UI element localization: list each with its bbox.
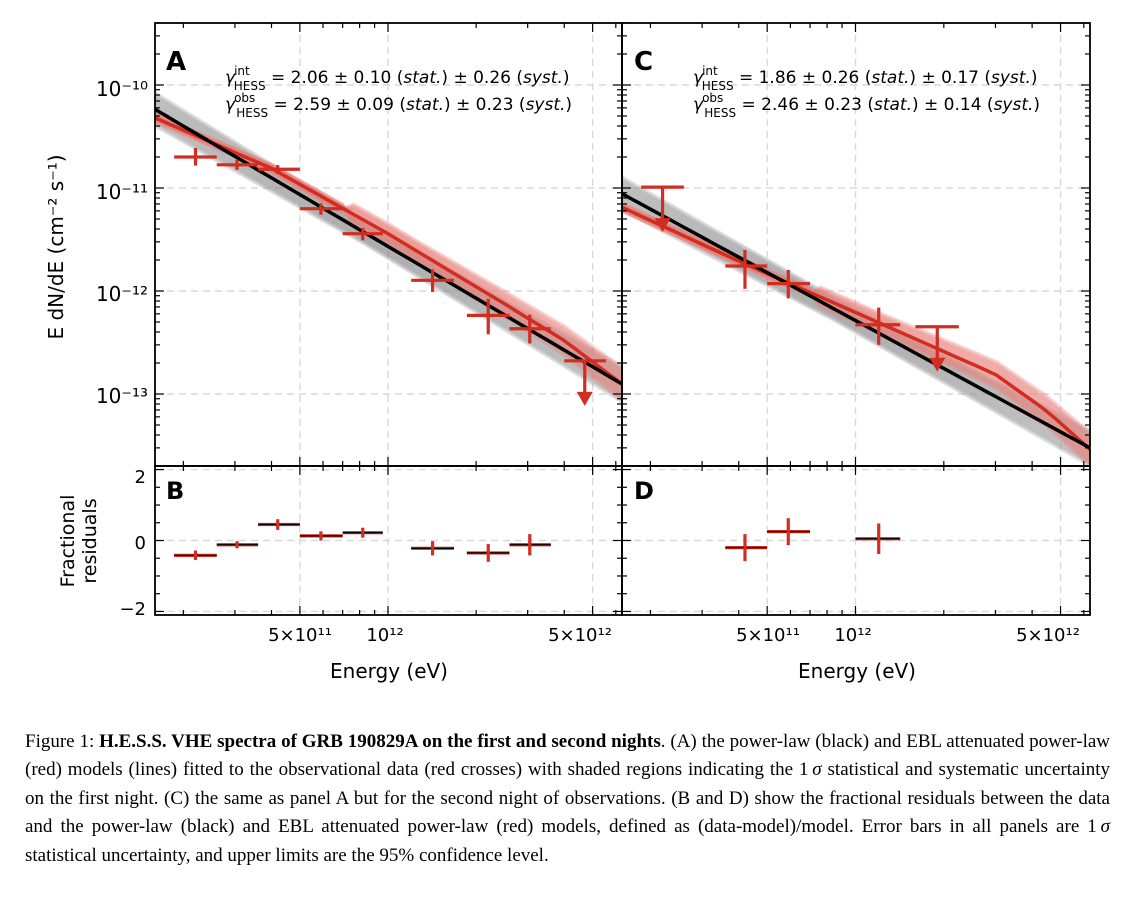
x-tick-label: 5×10¹¹	[268, 625, 332, 646]
y-tick-label: 2	[135, 467, 146, 488]
data-point	[342, 527, 383, 538]
x-tick-label: 10¹²	[834, 625, 871, 646]
data-point	[855, 523, 901, 554]
figure-canvas: 10⁻¹⁰ 10⁻¹¹ 10⁻¹² 10⁻¹³ 2 0 −2 5×10¹¹ 10…	[44, 22, 1091, 683]
x-tick-labels-left: 5×10¹¹ 10¹² 5×10¹²	[268, 625, 612, 646]
ebl-band-trace	[622, 208, 1090, 436]
axis-ticks	[155, 22, 1090, 615]
data-point	[342, 227, 383, 241]
y-tick-label: 10⁻¹³	[96, 384, 148, 408]
power-law-band-trace	[622, 176, 1090, 434]
power-law-band-trace	[622, 204, 1090, 465]
y-tick-label: 10⁻¹⁰	[96, 77, 148, 101]
panel-label-c: C	[634, 47, 653, 77]
model-group	[622, 192, 1090, 451]
caption-prefix: Figure 1:	[25, 731, 100, 752]
power-law-line	[155, 107, 622, 386]
y-tick-labels-top: 10⁻¹⁰ 10⁻¹¹ 10⁻¹² 10⁻¹³	[96, 77, 148, 408]
upper-limit-arrow	[929, 357, 946, 372]
y-tick-label: −2	[119, 599, 146, 620]
data-point	[466, 544, 510, 562]
grid-lines	[155, 23, 1090, 615]
upper-limit-arrow	[576, 391, 593, 406]
data-point	[767, 269, 811, 299]
model-group	[155, 107, 622, 386]
caption-title: H.E.S.S. VHE spectra of GRB 190829A on t…	[99, 731, 661, 752]
gamma-obs-c: γobs HESS = 2.46 ± 0.23 (stat.) ± 0.14 (s…	[693, 91, 1040, 120]
power-law-band-trace	[155, 113, 622, 393]
x-tick-label: 5×10¹¹	[736, 625, 800, 646]
annotation-a: γint HESS = 2.06 ± 0.10 (stat.) ± 0.26 (s…	[225, 64, 572, 120]
y-axis-label-bottom-line1: Fractional	[57, 495, 79, 588]
power-law-band-trace	[622, 185, 1090, 444]
data-point	[855, 307, 901, 345]
gamma-int-a: γint HESS = 2.06 ± 0.10 (stat.) ± 0.26 (s…	[225, 64, 569, 93]
data-point	[174, 147, 217, 166]
data-point	[216, 159, 259, 170]
data-point	[299, 531, 343, 541]
data-points	[174, 147, 959, 562]
x-tick-labels-right: 5×10¹¹ 10¹² 5×10¹²	[736, 625, 1080, 646]
x-tick-label: 10¹²	[366, 625, 403, 646]
power-law-band-trace	[622, 202, 1090, 462]
data-point	[174, 550, 217, 561]
y-axis-label-top: E dN/dE (cm⁻² s⁻¹)	[44, 154, 68, 339]
upper-limit-marker	[564, 359, 606, 406]
y-tick-labels-bottom: 2 0 −2	[119, 467, 146, 620]
power-law-band-trace	[155, 122, 622, 403]
data-point	[411, 541, 454, 556]
panel-label-b: B	[166, 477, 184, 505]
x-tick-label: 5×10¹²	[548, 625, 612, 646]
power-law-band-trace	[622, 188, 1090, 447]
power-law-band-trace	[155, 120, 622, 401]
caption-sigma: σ	[1100, 816, 1110, 838]
caption-sigma: σ	[812, 759, 822, 781]
gamma-int-c: γint HESS = 1.86 ± 0.26 (stat.) ± 0.17 (s…	[693, 64, 1037, 93]
panel-label-a: A	[166, 47, 186, 77]
power-law-band-trace	[155, 110, 622, 391]
y-tick-label: 10⁻¹²	[96, 282, 148, 306]
upper-limit-marker	[641, 185, 684, 233]
power-law-band-trace	[155, 115, 622, 396]
figure: 10⁻¹⁰ 10⁻¹¹ 10⁻¹² 10⁻¹³ 2 0 −2 5×10¹¹ 10…	[44, 22, 1091, 683]
gamma-obs-a: γobs HESS = 2.59 ± 0.09 (stat.) ± 0.23 (s…	[225, 91, 572, 120]
data-point	[258, 519, 300, 530]
data-point	[509, 314, 551, 344]
data-point	[466, 298, 510, 335]
power-law-band-trace	[155, 94, 622, 373]
caption-text-2: statistical and systematic uncertainty o…	[25, 759, 1111, 838]
data-point	[299, 203, 343, 215]
power-law-band-trace	[622, 206, 1090, 466]
panel-label-d: D	[634, 477, 654, 505]
upper-limit-arrow	[654, 218, 671, 233]
y-tick-label: 10⁻¹¹	[96, 180, 148, 204]
data-point	[258, 165, 300, 174]
power-law-line	[622, 192, 1090, 450]
data-point	[725, 250, 768, 289]
annotation-c: γint HESS = 1.86 ± 0.26 (stat.) ± 0.17 (s…	[693, 64, 1040, 120]
x-axis-label: Energy (eV)	[330, 659, 448, 683]
x-tick-label: 5×10¹²	[1016, 625, 1080, 646]
data-point	[725, 534, 768, 562]
y-axis-label-bottom-line2: residuals	[79, 498, 101, 583]
data-point	[509, 534, 551, 556]
ebl-band-trace	[155, 112, 622, 402]
x-axis-label: Energy (eV)	[798, 659, 916, 683]
ebl-band-trace	[622, 207, 1090, 441]
y-tick-label: 0	[135, 533, 146, 554]
data-point	[767, 518, 811, 546]
power-law-band-trace	[622, 183, 1090, 442]
caption-text-1: . (A) the power-law (black) and EBL atte…	[25, 731, 1110, 781]
data-point	[411, 269, 454, 292]
ebl-band-trace	[622, 207, 1090, 439]
ebl-power-law-line	[622, 205, 1090, 451]
data-point	[216, 541, 259, 549]
figure-caption: Figure 1: H.E.S.S. VHE spectra of GRB 19…	[25, 728, 1110, 870]
caption-text-3: statistical uncertainty, and upper limit…	[25, 844, 549, 866]
upper-limit-marker	[915, 325, 959, 372]
